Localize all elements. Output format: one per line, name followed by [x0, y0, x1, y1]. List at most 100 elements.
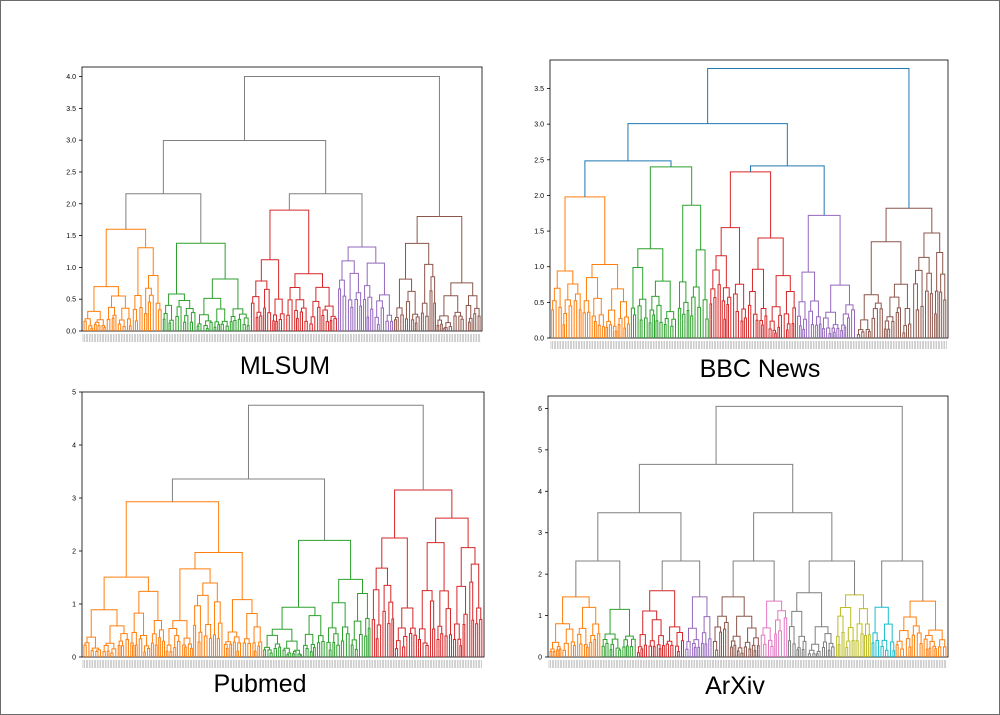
cluster-1-link [609, 608, 630, 637]
cluster-1-link [338, 578, 363, 603]
cluster-4-link [896, 307, 901, 322]
cluster-0-link [583, 300, 590, 313]
cluster-0-link [252, 642, 256, 652]
cluster-6-link [801, 648, 805, 652]
cluster-2-link [401, 607, 414, 629]
cluster-2-link [757, 237, 784, 276]
cluster-0-link [247, 643, 252, 647]
cluster-2-link [747, 304, 752, 320]
cluster-0-link [229, 643, 232, 647]
cluster-4-link [450, 282, 474, 296]
cluster-0-link [558, 648, 562, 653]
cluster-4-link [458, 315, 463, 323]
merge-link [707, 68, 910, 209]
merge-link [244, 76, 440, 217]
cluster-4-link [863, 294, 879, 320]
cluster-3-link [830, 284, 850, 313]
cluster-4-link [925, 290, 929, 319]
cluster-2-link [755, 319, 759, 330]
bbc-news-dendrogram: 0.0 0.5 1.0 1.5 2.0 2.5 3.0 3.5 [534, 59, 949, 349]
cluster-4-link [733, 644, 737, 652]
cluster-2-link [721, 300, 726, 320]
cluster-0-link [601, 326, 605, 332]
cluster-7-link [859, 608, 868, 624]
cluster-0-link [564, 299, 571, 314]
cluster-0-link [138, 590, 159, 621]
cluster-0-link [552, 651, 556, 654]
cluster-3-link [807, 214, 841, 286]
cluster-2-link [734, 283, 745, 309]
merge-link [881, 560, 924, 608]
merge-link [247, 404, 424, 491]
cluster-2-link [315, 286, 330, 307]
cluster-7-link [847, 627, 854, 642]
cluster-0-link [147, 648, 151, 653]
cluster-0-link [202, 582, 218, 602]
cluster-1-link [304, 633, 314, 646]
merge-link [749, 165, 825, 216]
cluster-9-link [942, 646, 947, 651]
cluster-1-link [630, 307, 636, 321]
cluster-3-link [704, 643, 708, 651]
cluster-1-link [637, 248, 664, 282]
cluster-2-link [382, 610, 386, 629]
cluster-2-link [387, 623, 391, 643]
cluster-0-link [145, 287, 152, 314]
cluster-1-link [263, 649, 267, 654]
cluster-4-link [939, 291, 943, 315]
mlsum-dendrogram: 0.0 0.5 1.0 1.5 2.0 2.5 3.0 3.5 4.0 [66, 66, 483, 342]
cluster-1-link [238, 313, 247, 320]
cluster-2-link [436, 639, 440, 650]
cluster-2-link [300, 307, 307, 322]
arxiv-dendrogram: 0 1 2 3 4 5 6 [538, 395, 949, 668]
cluster-1-link [278, 646, 282, 650]
cluster-0-link [550, 648, 555, 652]
cluster-4-link [874, 302, 882, 309]
cluster-6-link [791, 610, 803, 637]
cluster-0-link [194, 605, 201, 633]
cluster-3-link [802, 328, 805, 333]
y-tick-label: 2.5 [66, 169, 76, 176]
cluster-1-link [308, 615, 322, 636]
cluster-4-link [856, 334, 861, 337]
cluster-0-link [556, 646, 561, 650]
cluster-2-link [383, 584, 392, 612]
cluster-2-link [388, 601, 394, 624]
cluster-4-link [895, 311, 899, 319]
y-tick-label: 0 [72, 655, 76, 662]
cluster-1-link [644, 317, 648, 329]
cluster-0-link [253, 650, 257, 655]
cluster-2-link [272, 320, 275, 323]
cluster-0-link [591, 264, 619, 289]
cluster-0-link [197, 641, 201, 651]
y-tick-label: 6 [538, 406, 542, 413]
cluster-1-link [630, 638, 636, 647]
cluster-1-link [357, 592, 368, 622]
y-tick-label: 2 [72, 549, 76, 556]
cluster-2-link [791, 323, 795, 328]
cluster-0-link [198, 631, 203, 642]
cluster-0-link [111, 317, 115, 326]
cluster-0-link [582, 606, 597, 629]
cluster-1-link [165, 304, 173, 321]
cluster-6-link [811, 643, 820, 652]
cluster-4-link [421, 302, 428, 317]
cluster-9-link [928, 647, 932, 651]
cluster-0-link [158, 309, 162, 320]
cluster-1-link [331, 602, 346, 628]
cluster-0-link [127, 318, 131, 326]
cluster-1-link [162, 318, 166, 326]
cluster-1-link [274, 643, 281, 649]
cluster-0-link [173, 647, 177, 653]
cluster-1-link [652, 314, 656, 324]
cluster-2-link [272, 314, 278, 322]
y-tick-label: 5 [538, 447, 542, 454]
cluster-4-link [747, 627, 757, 643]
cluster-2-link [329, 319, 333, 325]
cluster-0-link [555, 623, 571, 643]
cluster-0-link [217, 622, 223, 641]
cluster-0-link [225, 647, 229, 653]
cluster-4-link [416, 215, 463, 283]
cluster-7-link [856, 623, 863, 641]
cluster-0-link [611, 288, 625, 311]
